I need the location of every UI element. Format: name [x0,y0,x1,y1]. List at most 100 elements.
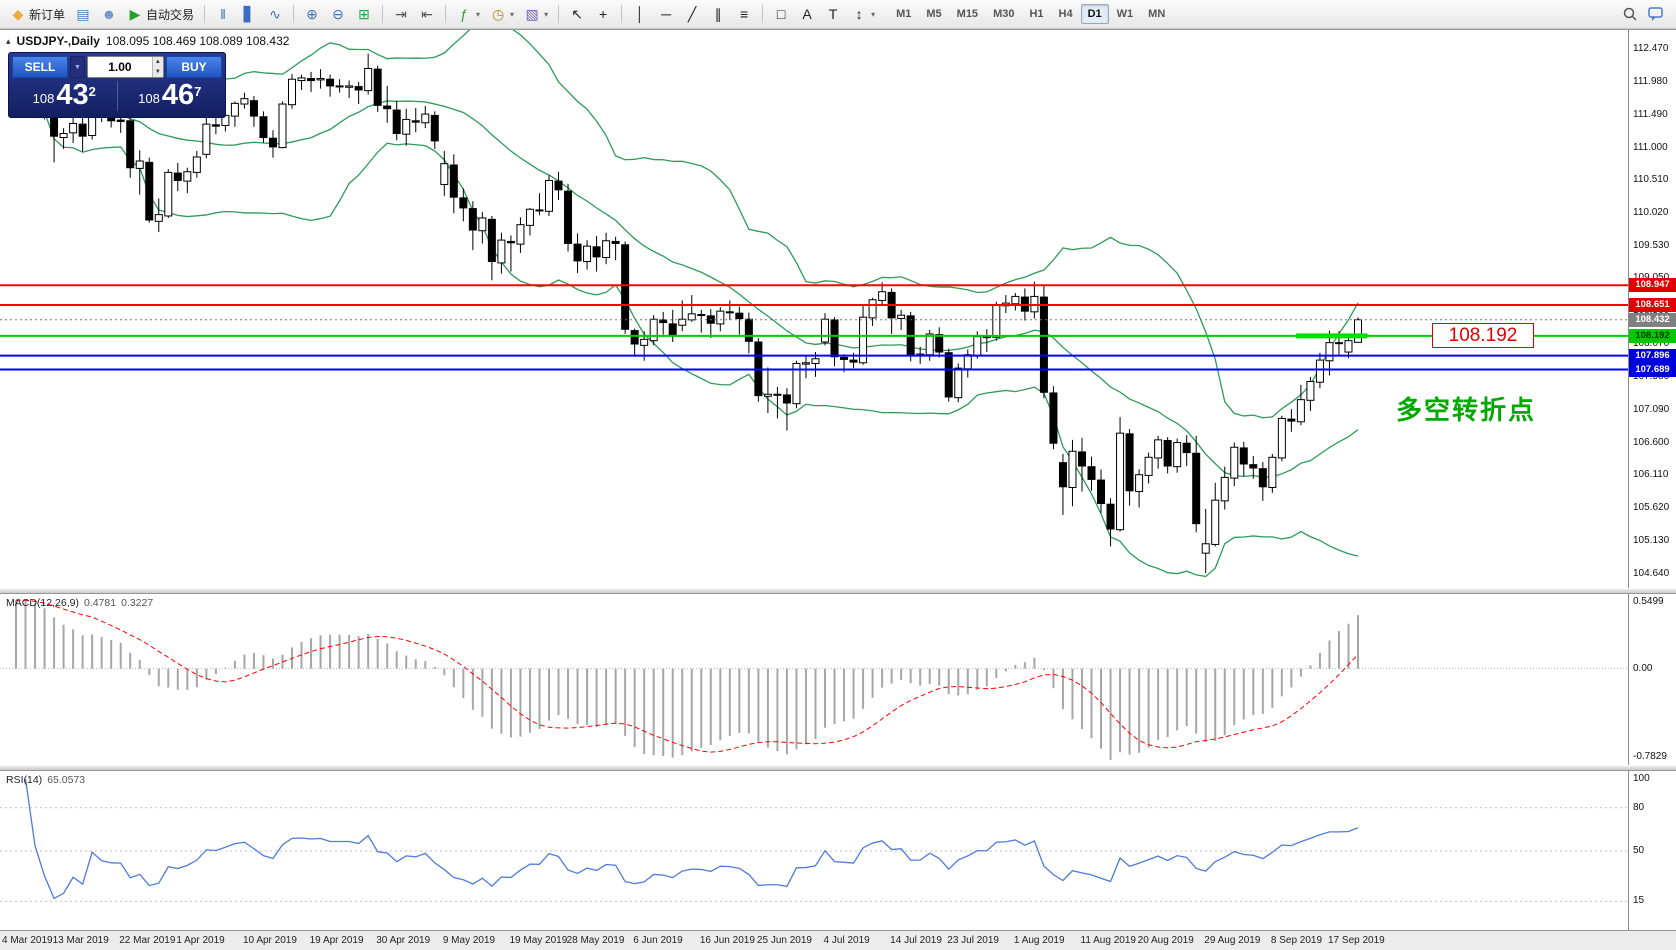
vertical-line-icon: │ [635,5,645,22]
periods-icon[interactable]: ◷ ▾ [486,5,518,24]
macd-name: MACD(12,26,9) [6,597,79,609]
macd-scale[interactable]: 0.5499 0.00 -0.7829 [1629,594,1676,765]
date-label: 23 Jul 2019 [947,935,999,946]
zoom-in-icon: ⊕ [306,5,318,22]
zoom-in-icon[interactable]: ⊕ [300,5,324,24]
price-scale[interactable]: 112.470 111.980 111.490 111.000 110.510 110.0… [1629,30,1676,588]
date-label: 29 Aug 2019 [1204,935,1261,946]
new-order-icon-label: 新订单 [29,7,66,22]
chart-symbol-label: USDJPY-,Daily [16,34,100,48]
toolbar-separator [382,5,384,23]
line-chart-icon[interactable]: ∿ [263,5,287,24]
arrows-icon-dropdown[interactable]: ▾ [871,9,876,19]
rsi-label: RSI(14) 65.0573 [6,774,85,786]
label-icon[interactable]: T [821,5,845,24]
auto-scroll-icon[interactable]: ⇥ [389,5,413,24]
search-icon[interactable] [1622,6,1638,22]
timeframe-M15[interactable]: M15 [956,8,979,20]
price-divider [116,81,118,111]
macd-tick: -0.7829 [1633,751,1667,762]
macd-chart[interactable] [0,594,1676,765]
sell-price-sup: 2 [88,83,96,99]
buy-price-display[interactable]: 108 46 7 [118,80,223,111]
timeframe-M1[interactable]: M1 [896,8,912,20]
sell-button[interactable]: SELL [12,56,68,78]
date-axis[interactable]: 4 Mar 2019 13 Mar 2019 22 Mar 2019 1 Apr 20… [0,930,1676,950]
price-tick: 105.130 [1633,535,1670,547]
chart-icon: ▴ [6,35,11,46]
rsi-scale-border [1628,771,1629,930]
tile-windows-icon[interactable]: ⊞ [352,5,376,24]
bar-chart-icon[interactable]: ‖ [211,5,235,24]
price-marker-107.689: 107.689 [1629,362,1676,377]
price-chart[interactable] [0,30,1676,588]
toolbar-separator [621,5,623,23]
new-order-icon[interactable]: ◆ 新订单 [6,4,69,25]
zoom-out-icon[interactable]: ⊖ [326,5,350,24]
indicators-icon: ƒ [460,5,468,22]
volume-up-button[interactable]: ▲ [152,57,163,67]
arrows-icon[interactable]: ↕ ▾ [847,5,879,24]
timeframe-D1[interactable]: D1 [1080,4,1109,24]
auto-trading-icon[interactable]: ▶ 自动交易 [123,4,198,25]
price-marker-108.947: 108.947 [1629,278,1676,293]
trendline-icon[interactable]: ╱ [680,5,704,24]
price-annotation-box[interactable]: 108.192 [1432,323,1534,348]
horizontal-line-icon[interactable]: ─ [654,5,678,24]
price-tick: 111.000 [1633,141,1668,153]
fibonacci-icon[interactable]: ≡ [732,5,756,24]
vertical-line-icon[interactable]: │ [628,5,652,24]
volume-input[interactable] [88,57,152,77]
chart-shift-icon: ⇤ [421,5,433,22]
rsi-panel: RSI(14) 65.0573 100 80 50 15 [0,771,1676,930]
text-icon[interactable]: A [795,5,819,24]
date-label: 19 Apr 2019 [309,935,364,946]
panel-splitter[interactable] [0,765,1676,771]
timeframe-M5[interactable]: M5 [926,8,942,20]
rsi-chart[interactable] [0,771,1676,930]
date-label: 30 Apr 2019 [376,935,431,946]
timeframe-H4[interactable]: H4 [1058,8,1073,20]
date-label: 11 Aug 2019 [1080,935,1136,946]
templates-icon[interactable]: ▧ ▾ [520,5,552,24]
macd-tick: 0.5499 [1633,596,1664,607]
auto-trading-icon-label: 自动交易 [146,7,195,22]
chat-icon[interactable] [1648,6,1664,22]
chart-shift-icon[interactable]: ⇤ [415,5,439,24]
price-marker-107.896: 107.896 [1629,348,1676,363]
timeframe-MN[interactable]: MN [1148,8,1166,20]
price-tick: 105.620 [1633,502,1670,514]
timeframe-H1[interactable]: H1 [1029,8,1044,20]
templates-icon-dropdown[interactable]: ▾ [544,9,549,19]
macd-main-value: 0.4781 [83,597,117,609]
price-marker-108.192: 108.192 [1629,328,1676,343]
volume-dropdown-button[interactable]: ▼ [70,56,85,78]
sell-price-display[interactable]: 108 43 2 [12,80,117,111]
price-tick: 106.600 [1633,436,1670,448]
price-scale-border [1628,30,1629,588]
rsi-name: RSI(14) [6,774,43,786]
rsi-scale[interactable]: 100 80 50 15 [1629,771,1676,930]
candlestick-icon[interactable]: ▋ [237,5,261,24]
timeframe-W1[interactable]: W1 [1116,8,1134,20]
panel-splitter[interactable] [0,588,1676,594]
periods-icon-dropdown[interactable]: ▾ [510,9,515,19]
buy-button[interactable]: BUY [166,56,222,78]
date-label: 1 Apr 2019 [176,935,225,946]
turning-point-text[interactable]: 多空转折点 [1396,395,1537,425]
date-label: 17 Sep 2019 [1328,935,1385,946]
cursor-icon[interactable]: ↖ [565,5,589,24]
indicators-icon-dropdown[interactable]: ▾ [476,9,481,19]
indicators-icon[interactable]: ƒ ▾ [452,5,484,24]
volume-down-button[interactable]: ▼ [152,67,163,77]
timeframe-M30[interactable]: M30 [993,8,1015,20]
channel-icon[interactable]: ∥ [706,5,730,24]
crosshair-icon[interactable]: + [591,5,615,24]
shapes-icon[interactable]: □ [769,5,793,24]
price-tick: 110.510 [1633,174,1669,186]
price-tick: 109.530 [1633,240,1670,252]
chart-window-icon[interactable]: ▤ [71,5,95,24]
profile-icon[interactable]: ☻ [97,5,121,24]
date-label: 14 Jul 2019 [890,935,942,946]
